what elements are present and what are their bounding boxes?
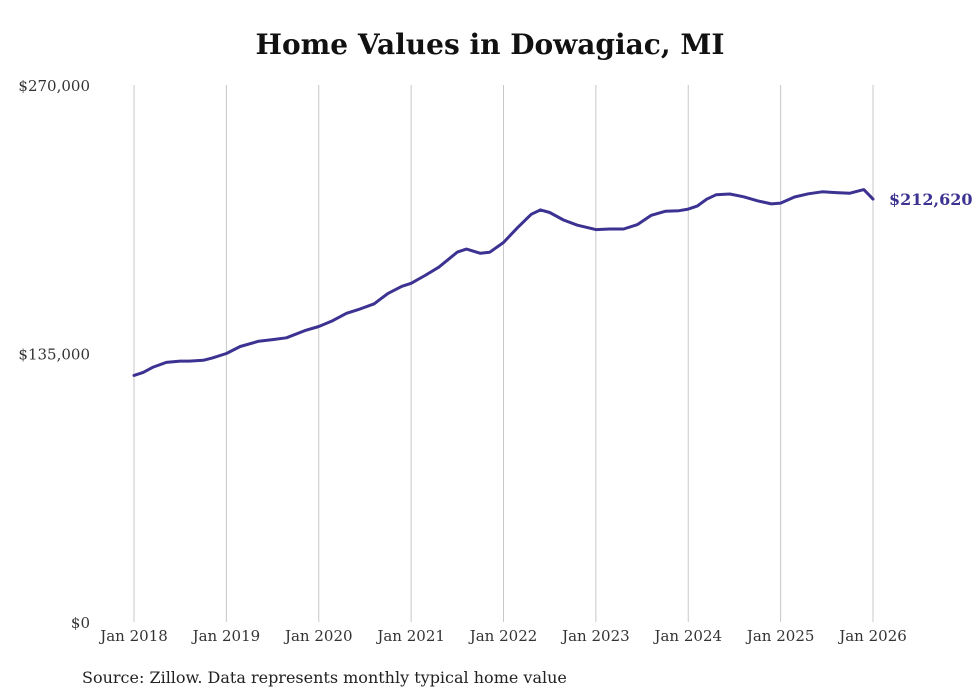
y-tick-label: $270,000 <box>18 77 90 95</box>
series-line-home-value <box>132 188 875 377</box>
gridlines <box>133 85 874 622</box>
y-tick-label: $0 <box>71 614 90 632</box>
x-axis: Jan 2018 Jan 2019 Jan 2020 Jan 2021 Jan 2022… <box>98 627 907 645</box>
x-tick-label: Jan 2021 <box>375 627 445 645</box>
x-tick-label: Jan 2018 <box>98 627 168 645</box>
source-note: Source: Zillow. Data represents monthly … <box>82 668 567 687</box>
x-tick-label: Jan 2024 <box>652 627 722 645</box>
x-tick-label: Jan 2019 <box>191 627 261 645</box>
y-axis: $0 $135,000 $270,000 <box>18 77 90 632</box>
x-tick-label: Jan 2025 <box>745 627 815 645</box>
x-tick-label: Jan 2022 <box>468 627 538 645</box>
x-tick-label: Jan 2023 <box>560 627 630 645</box>
chart-title: Home Values in Dowagiac, MI <box>255 28 725 61</box>
x-tick-label: Jan 2026 <box>837 627 907 645</box>
x-tick-label: Jan 2020 <box>283 627 353 645</box>
y-tick-label: $135,000 <box>18 346 90 364</box>
end-value-label: $212,620 <box>889 190 973 209</box>
